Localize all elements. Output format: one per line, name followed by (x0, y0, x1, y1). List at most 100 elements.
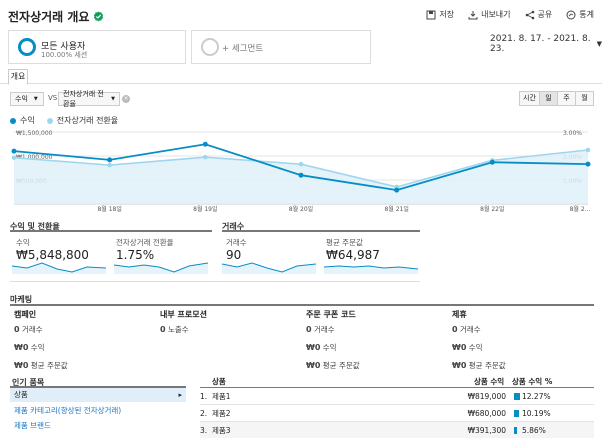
caret-down-icon: ▼ (111, 96, 115, 102)
revenue-share-pct: 12.27% (522, 392, 551, 401)
legend-dot-icon (46, 117, 53, 124)
table-row[interactable]: 1. 제품1 ₩819,000 12.27% (200, 388, 594, 405)
x-tick-label: 8월 18일 (97, 205, 121, 213)
segment-ring-icon (18, 38, 36, 56)
granularity-hour[interactable]: 시간 (519, 91, 540, 106)
report-toolbar: 저장 내보내기 공유 통계 (426, 9, 594, 20)
revenue-point (489, 159, 495, 165)
row-index: 1. (200, 392, 208, 401)
page-title: 전자상거래 개요 (8, 8, 104, 25)
product-name[interactable]: 제품2 (212, 409, 231, 418)
secondary-metric-select[interactable]: 전자상거래 전환율 ▼ (58, 90, 120, 108)
metric-card-aov[interactable]: 평균 주문값 ₩64,987 (326, 238, 380, 262)
summary-cards: 수익 ₩5,848,800 전자상거래 전환율 1.75% 거래수 90 평균 … (10, 232, 420, 282)
granularity-day[interactable]: 일 (539, 91, 558, 106)
caret-down-icon: ▼ (33, 96, 38, 102)
granularity-toggle: 시간 일 주 월 (519, 91, 594, 106)
y-left-tick-label: ₩1,500,000 (16, 130, 53, 137)
product-name[interactable]: 제품3 (212, 426, 231, 435)
sparkline-revenue (12, 262, 106, 274)
metric-card-revenue[interactable]: 수익 ₩5,848,800 (16, 238, 89, 262)
marketing-section-title: 마케팅 (10, 295, 33, 304)
conversion-point (107, 162, 112, 168)
product-table-header: 상품 상품 수익 상품 수익 % (212, 377, 553, 386)
revenue-point (585, 161, 591, 167)
caret-down-icon: ▼ (596, 40, 602, 48)
revenue-share-bar (514, 393, 520, 400)
vs-label: VS. (48, 94, 60, 102)
x-tick-label: 8월 21일 (384, 205, 408, 213)
legend-item-revenue[interactable]: 수익 (10, 115, 35, 126)
chevron-right-icon: ▸ (178, 391, 182, 399)
legend-dot-icon (10, 117, 16, 124)
conversion-point (585, 147, 591, 153)
section-divider (10, 386, 186, 388)
insights-icon (566, 10, 576, 19)
primary-metric-select[interactable]: 수익 ▼ (10, 92, 44, 106)
segment-all-users[interactable]: 모든 사용자 100.00% 세션 (8, 30, 186, 64)
granularity-month[interactable]: 월 (575, 91, 594, 106)
tab-overview[interactable]: 개요 (8, 69, 28, 85)
revenue-point (107, 157, 113, 163)
x-tick-label: 8월 2... (570, 205, 591, 213)
export-icon (468, 10, 478, 19)
popular-item-product[interactable]: 상품 ▸ (10, 388, 186, 402)
metric-card-conversion[interactable]: 전자상거래 전환율 1.75% (116, 238, 174, 262)
x-tick-label: 8월 22일 (480, 205, 504, 213)
page-title-text: 전자상거래 개요 (8, 10, 90, 24)
metric-card-transactions[interactable]: 거래수 90 (226, 238, 247, 262)
revenue-share-bar (514, 410, 519, 417)
y-right-tick-label: 3.00% (563, 130, 582, 137)
date-range-picker[interactable]: 2021. 8. 17. - 2021. 8. 23. ▼ (490, 34, 602, 54)
remove-metric-icon[interactable]: × (122, 95, 130, 103)
product-name[interactable]: 제품1 (212, 392, 231, 401)
popular-item-brand[interactable]: 제품 브랜드 (14, 421, 51, 430)
table-row[interactable]: 2. 제품2 ₩680,000 10.19% (200, 405, 594, 422)
section-divider (10, 304, 594, 306)
save-button[interactable]: 저장 (426, 9, 454, 20)
row-index: 2. (200, 409, 208, 418)
legend-item-conversion[interactable]: 전자상거래 전환율 (46, 115, 118, 126)
empty-segment-ring-icon (201, 38, 219, 56)
conversion-point (11, 155, 17, 160)
table-row[interactable]: 3. 제품3 ₩391,300 5.86% (200, 422, 594, 438)
product-revenue: ₩819,000 (467, 392, 506, 401)
y-left-tick-label: ₩1,000,000 (16, 154, 53, 161)
popular-items-title: 인기 품목 (12, 378, 45, 387)
sparkline-aov (324, 265, 418, 274)
conversion-point (203, 154, 208, 160)
revenue-point (394, 187, 400, 193)
conversion-point (298, 161, 304, 167)
revenue-section-title: 수익 및 전환율 (10, 222, 60, 231)
revenue-point (11, 148, 17, 154)
product-revenue: ₩391,300 (467, 426, 506, 435)
export-button[interactable]: 내보내기 (468, 9, 511, 20)
marketing-internal-promotion[interactable]: 내부 프로모션 0 노출수 (160, 310, 207, 334)
popular-item-category[interactable]: 제품 카테고리(향상된 전자상거래) (14, 406, 122, 415)
chart-legend: 수익 전자상거래 전환율 (10, 115, 118, 126)
insights-button[interactable]: 통계 (566, 9, 594, 20)
tab-bar: 개요 (0, 68, 602, 85)
granularity-week[interactable]: 주 (557, 91, 576, 106)
marketing-affiliate[interactable]: 제휴 0 거래수 ₩0 수익 ₩0 평균 주문값 (452, 310, 506, 370)
share-button[interactable]: 공유 (525, 9, 552, 20)
revenue-conversion-line-chart: ₩1,500,000₩1,000,000₩500,0003.00%2.00%1.… (11, 130, 591, 213)
product-rows: 1. 제품1 ₩819,000 12.27% 2. 제품2 ₩680,000 10.19% 3.… (200, 388, 594, 438)
x-tick-label: 8월 20일 (289, 205, 313, 213)
sparkline-conversion (114, 262, 208, 274)
save-icon (426, 10, 436, 19)
product-table: 상품 상품 수익 상품 수익 % (200, 376, 594, 388)
verified-check-icon (94, 11, 104, 22)
row-index: 3. (200, 426, 208, 435)
revenue-point (202, 141, 208, 147)
add-segment-button[interactable]: + 세그먼트 (191, 30, 371, 64)
product-revenue: ₩680,000 (467, 409, 506, 418)
revenue-share-bar (514, 427, 517, 434)
share-icon (525, 10, 534, 19)
section-divider (10, 230, 212, 232)
marketing-coupon-code[interactable]: 주문 쿠폰 코드 0 거래수 ₩0 수익 ₩0 평균 주문값 (306, 310, 360, 370)
transactions-section-title: 거래수 (222, 222, 245, 231)
marketing-campaign[interactable]: 캠페인 0 거래수 ₩0 수익 ₩0 평균 주문값 (14, 310, 68, 370)
revenue-share-pct: 10.19% (522, 409, 551, 418)
revenue-point (298, 172, 304, 178)
